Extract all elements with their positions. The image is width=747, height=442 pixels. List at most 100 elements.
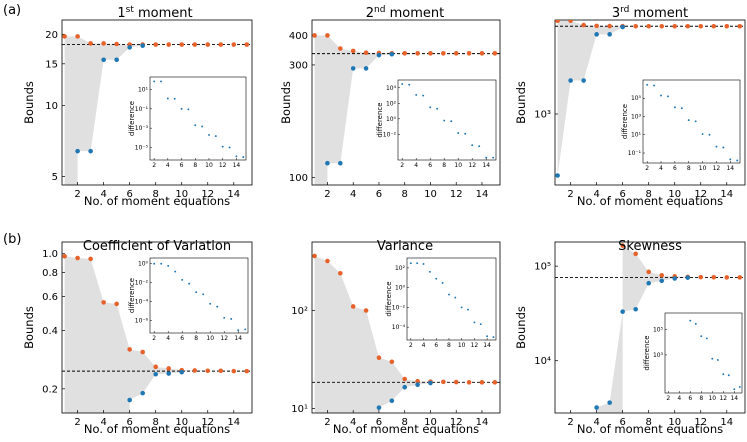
bounds-band [596,245,740,413]
upper-bound-point [659,273,665,278]
inset-point [160,262,163,265]
x-tick-label: 6 [376,417,382,428]
x-tick-label: 6 [619,189,625,200]
upper-bound-point [492,380,498,385]
inset-point [436,107,439,110]
inset-x-tick-label: 6 [434,342,438,349]
x-tick-label: 6 [619,417,625,428]
panel-label-a: (a) [3,3,21,18]
upper-bound-point [633,251,638,257]
inset-point [687,119,690,122]
x-tick-label: 12 [201,189,214,200]
chart-title: 1st moment [117,5,192,21]
inset-x-tick-label: 10 [699,165,707,172]
inset-point [715,145,718,148]
upper-bound-point [205,42,211,47]
upper-bound-point [724,275,730,280]
inset-point [415,93,418,96]
inset-point [653,84,656,87]
inset-x-tick-label: 2 [400,162,404,169]
inset-y-tick-label: 10⁵ [631,95,642,102]
upper-bound-point [231,368,237,374]
upper-bound-point [140,349,145,355]
inset-y-tick-label: 10³ [653,352,664,359]
upper-bound-point [101,300,106,305]
inset-x-tick-label: 12 [713,165,721,172]
inset-x-tick-label: 6 [180,335,184,342]
upper-bound-point [244,42,250,47]
upper-bound-point [672,23,678,29]
inset-y-axis-label: difference [385,281,393,316]
inset-point [443,119,446,122]
upper-bound-point [325,33,330,38]
x-tick-label: 10 [424,189,437,200]
upper-bound-point [192,368,198,373]
inset-x-tick-label: 12 [719,395,727,402]
inset-point [454,296,457,299]
inset-point [187,108,190,111]
x-tick-label: 10 [668,417,681,428]
inset-point [705,337,708,340]
x-tick-label: 12 [694,417,707,428]
inset-point [181,278,184,281]
y-axis-label: Bounds [514,306,528,349]
inset-point [201,125,204,128]
lower-bound-point [607,400,612,405]
inset-point [736,159,739,162]
inset-y-tick-label: 10⁻¹ [135,106,149,113]
axes-frame [311,19,501,186]
inset-point [464,132,467,135]
upper-bound-point [466,380,472,385]
upper-bound-point [415,51,420,56]
inset-point [448,293,450,296]
upper-bound-point [376,355,382,360]
inset-point [694,322,697,325]
inset-point [235,155,238,158]
inset-y-tick-label: 10⁻⁴ [135,299,149,306]
x-tick-label: 4 [350,417,356,428]
y-axis-label: Bounds [514,81,528,124]
inset-point [216,305,219,308]
inset-y-axis-label: difference [643,335,651,370]
upper-bound-point [363,308,369,313]
inset-x-tick-label: 14 [730,395,738,402]
x-tick-label: 12 [201,417,214,428]
x-tick-label: 2 [324,417,330,428]
x-tick-label: 2 [74,189,80,200]
upper-bound-point [166,366,172,371]
inset-point [722,146,725,149]
y-axis-label: Bounds [279,81,293,124]
panel-label-b: (b) [3,232,21,247]
upper-bound-point [633,23,638,29]
upper-bound-point [153,42,158,47]
lower-bound-point [646,280,651,286]
y-tick-label: 10⁵ [534,262,551,273]
inset-point [471,144,474,147]
chart-title: 2nd moment [366,5,444,21]
inset-point [694,120,697,123]
inset-y-tick-label: 10⁻¹ [628,150,642,157]
y-tick-label: 0.6 [42,292,58,303]
x-tick-label: 4 [593,417,599,428]
upper-bound-point [218,42,224,47]
upper-bound-point [312,253,317,259]
inset-y-tick-label: 10⁻² [135,280,149,287]
inset-x-tick-label: 8 [687,165,691,172]
chart-title-rest: moment [629,6,688,21]
inset-point [660,94,662,97]
inset-point [708,133,711,136]
inset-point [180,107,183,110]
inset-x-tick-label: 2 [666,395,670,402]
lower-bound-point [594,32,599,37]
bounds-band [314,255,495,413]
inset-point [673,106,676,109]
upper-bound-point [114,41,119,47]
inset-x-tick-label: 12 [220,335,228,342]
upper-bound-point [711,23,717,29]
chart-title-sup: st [126,5,135,15]
chart-title: Skewness [618,239,682,254]
inset-point [479,323,482,326]
